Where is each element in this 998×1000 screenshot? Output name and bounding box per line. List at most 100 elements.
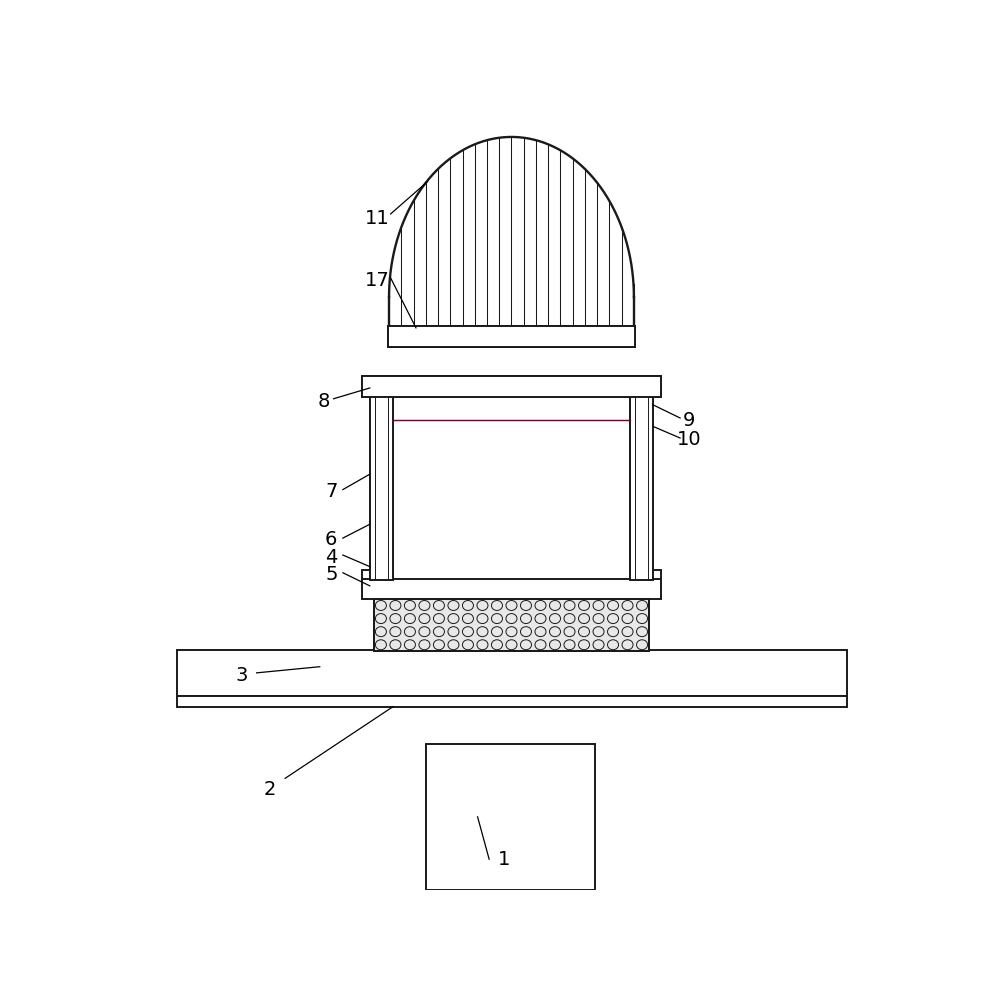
Text: 9: 9 xyxy=(684,411,696,430)
Ellipse shape xyxy=(521,601,532,610)
Ellipse shape xyxy=(462,627,473,637)
Ellipse shape xyxy=(462,640,473,650)
Ellipse shape xyxy=(608,614,619,624)
Text: 7: 7 xyxy=(325,482,337,501)
Ellipse shape xyxy=(404,627,415,637)
Ellipse shape xyxy=(564,627,575,637)
Ellipse shape xyxy=(390,614,401,624)
Ellipse shape xyxy=(491,601,502,610)
Ellipse shape xyxy=(419,601,430,610)
Bar xyxy=(630,396,653,580)
Ellipse shape xyxy=(521,614,532,624)
Text: 4: 4 xyxy=(325,548,337,567)
Ellipse shape xyxy=(375,640,386,650)
Ellipse shape xyxy=(390,640,401,650)
Ellipse shape xyxy=(448,614,459,624)
Ellipse shape xyxy=(390,627,401,637)
Ellipse shape xyxy=(491,614,502,624)
Ellipse shape xyxy=(448,601,459,610)
Ellipse shape xyxy=(637,640,648,650)
Ellipse shape xyxy=(477,601,488,610)
Ellipse shape xyxy=(448,640,459,650)
Ellipse shape xyxy=(462,614,473,624)
Ellipse shape xyxy=(637,614,648,624)
Ellipse shape xyxy=(477,627,488,637)
Ellipse shape xyxy=(593,640,604,650)
Ellipse shape xyxy=(506,601,517,610)
Ellipse shape xyxy=(521,640,532,650)
Bar xyxy=(362,376,661,397)
Ellipse shape xyxy=(535,640,546,650)
Ellipse shape xyxy=(593,601,604,610)
Bar xyxy=(362,376,661,397)
Ellipse shape xyxy=(622,614,633,624)
Ellipse shape xyxy=(550,627,561,637)
Bar xyxy=(373,599,650,651)
Ellipse shape xyxy=(462,601,473,610)
Ellipse shape xyxy=(375,614,386,624)
Ellipse shape xyxy=(419,640,430,650)
Ellipse shape xyxy=(506,627,517,637)
Ellipse shape xyxy=(375,627,386,637)
Bar xyxy=(362,579,661,599)
Ellipse shape xyxy=(390,601,401,610)
Ellipse shape xyxy=(375,601,386,610)
Text: 6: 6 xyxy=(325,530,337,549)
Ellipse shape xyxy=(491,640,502,650)
Ellipse shape xyxy=(579,627,590,637)
Polygon shape xyxy=(389,137,634,326)
Text: 1: 1 xyxy=(498,850,511,869)
Ellipse shape xyxy=(622,640,633,650)
Text: 10: 10 xyxy=(677,430,702,449)
Ellipse shape xyxy=(637,601,648,610)
Ellipse shape xyxy=(491,627,502,637)
Bar xyxy=(426,744,596,890)
Bar xyxy=(362,570,373,579)
Ellipse shape xyxy=(433,601,444,610)
Ellipse shape xyxy=(477,640,488,650)
Ellipse shape xyxy=(593,614,604,624)
Bar xyxy=(178,650,847,696)
Bar xyxy=(370,396,393,580)
Ellipse shape xyxy=(521,627,532,637)
Ellipse shape xyxy=(608,627,619,637)
Ellipse shape xyxy=(637,627,648,637)
Ellipse shape xyxy=(433,640,444,650)
Ellipse shape xyxy=(608,640,619,650)
Ellipse shape xyxy=(579,614,590,624)
Ellipse shape xyxy=(433,627,444,637)
Ellipse shape xyxy=(564,640,575,650)
Ellipse shape xyxy=(535,601,546,610)
Ellipse shape xyxy=(506,640,517,650)
Ellipse shape xyxy=(579,640,590,650)
Text: 3: 3 xyxy=(235,666,248,685)
Ellipse shape xyxy=(506,614,517,624)
Ellipse shape xyxy=(448,627,459,637)
Text: 8: 8 xyxy=(317,392,329,411)
Ellipse shape xyxy=(608,601,619,610)
Bar xyxy=(650,570,661,579)
Text: 17: 17 xyxy=(365,271,390,290)
Ellipse shape xyxy=(550,601,561,610)
Text: 11: 11 xyxy=(365,209,390,228)
Ellipse shape xyxy=(564,614,575,624)
Ellipse shape xyxy=(550,640,561,650)
Ellipse shape xyxy=(550,614,561,624)
Ellipse shape xyxy=(404,601,415,610)
Ellipse shape xyxy=(564,601,575,610)
Bar xyxy=(178,696,847,707)
Bar xyxy=(387,326,636,347)
Ellipse shape xyxy=(404,640,415,650)
Ellipse shape xyxy=(433,614,444,624)
Text: 5: 5 xyxy=(325,565,337,584)
Bar xyxy=(370,396,393,580)
Text: 2: 2 xyxy=(263,780,275,799)
Ellipse shape xyxy=(419,614,430,624)
Ellipse shape xyxy=(477,614,488,624)
Bar xyxy=(373,599,650,651)
Ellipse shape xyxy=(579,601,590,610)
Ellipse shape xyxy=(622,627,633,637)
Ellipse shape xyxy=(535,614,546,624)
Ellipse shape xyxy=(622,601,633,610)
Ellipse shape xyxy=(593,627,604,637)
